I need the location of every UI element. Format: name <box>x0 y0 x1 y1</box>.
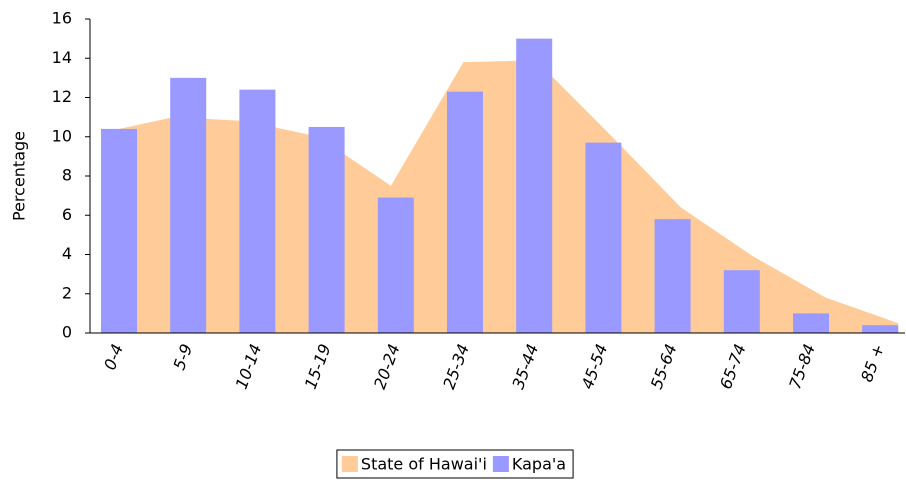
y-tick-label: 0 <box>62 323 72 342</box>
bar <box>654 219 691 333</box>
bar <box>793 313 829 333</box>
area <box>101 60 899 334</box>
bar <box>723 270 760 333</box>
legend: State of Hawai'i Kapa'a <box>336 449 574 479</box>
y-axis-title: Percentage <box>10 131 29 221</box>
x-tick-label: 45-54 <box>578 341 612 391</box>
bar <box>308 126 345 333</box>
x-tick-label: 0-4 <box>100 341 127 372</box>
legend-label: State of Hawai'i <box>361 455 487 474</box>
bar <box>862 325 899 333</box>
bar <box>239 89 276 334</box>
bar <box>585 142 622 333</box>
x-tick-label: 25-34 <box>439 341 473 391</box>
y-tick-label: 6 <box>62 205 72 224</box>
bar <box>447 91 483 333</box>
x-tick-label: 5-9 <box>169 341 196 372</box>
y-tick-label: 16 <box>52 9 72 28</box>
x-tick-label: 20-24 <box>370 341 404 391</box>
x-tick-label: 35-44 <box>508 341 542 391</box>
y-tick-label: 14 <box>52 48 72 67</box>
bar <box>516 38 553 333</box>
bar <box>170 77 207 333</box>
bar <box>377 197 414 333</box>
legend-label: Kapa'a <box>512 455 566 474</box>
legend-swatch <box>492 456 509 472</box>
bar <box>101 128 137 333</box>
y-tick-label: 12 <box>52 87 72 106</box>
x-tick-label: 65-74 <box>716 341 750 391</box>
y-tick-label: 4 <box>62 244 72 263</box>
legend-swatch <box>341 456 358 472</box>
x-tick-label: 75-84 <box>785 341 819 391</box>
legend-box <box>336 449 574 479</box>
x-tick-label: 55-64 <box>647 341 681 391</box>
x-tick-label: 15-19 <box>301 341 335 391</box>
y-tick-label: 8 <box>62 166 72 185</box>
x-tick-label: 10-14 <box>232 341 266 391</box>
x-tick-label: 85 + <box>857 341 888 384</box>
y-tick-label: 10 <box>52 126 72 145</box>
y-tick-label: 2 <box>62 283 72 302</box>
